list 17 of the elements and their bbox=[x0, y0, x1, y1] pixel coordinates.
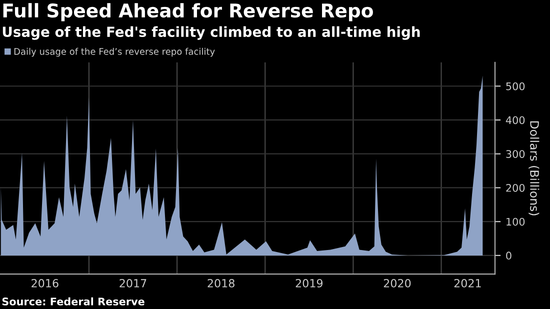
x-tick-label: 2021 bbox=[454, 279, 481, 288]
y-tick-label: 200 bbox=[506, 184, 525, 192]
y-tick-label: 0 bbox=[506, 252, 512, 260]
x-tick-label: 2017 bbox=[120, 279, 146, 288]
y-axis-title: Dollars (Billions) bbox=[528, 121, 540, 216]
chart-subtitle: Usage of the Fed's facility climbed to an all-time high bbox=[2, 26, 420, 40]
chart-title: Full Speed Ahead for Reverse Repo bbox=[3, 3, 373, 22]
source-note: Source: Federal Reserve bbox=[2, 297, 144, 306]
y-tick-label: 500 bbox=[506, 82, 525, 90]
y-tick-label: 300 bbox=[506, 150, 525, 158]
y-tick-label: 400 bbox=[506, 116, 525, 124]
x-tick-label: 2020 bbox=[384, 279, 411, 288]
y-tick-label: 100 bbox=[506, 218, 525, 226]
x-tick-label: 2019 bbox=[296, 279, 323, 288]
x-tick-label: 2016 bbox=[32, 279, 58, 288]
legend-label: Daily usage of the Fed’s reverse repo facility bbox=[14, 48, 215, 57]
x-tick-label: 2018 bbox=[208, 279, 234, 288]
